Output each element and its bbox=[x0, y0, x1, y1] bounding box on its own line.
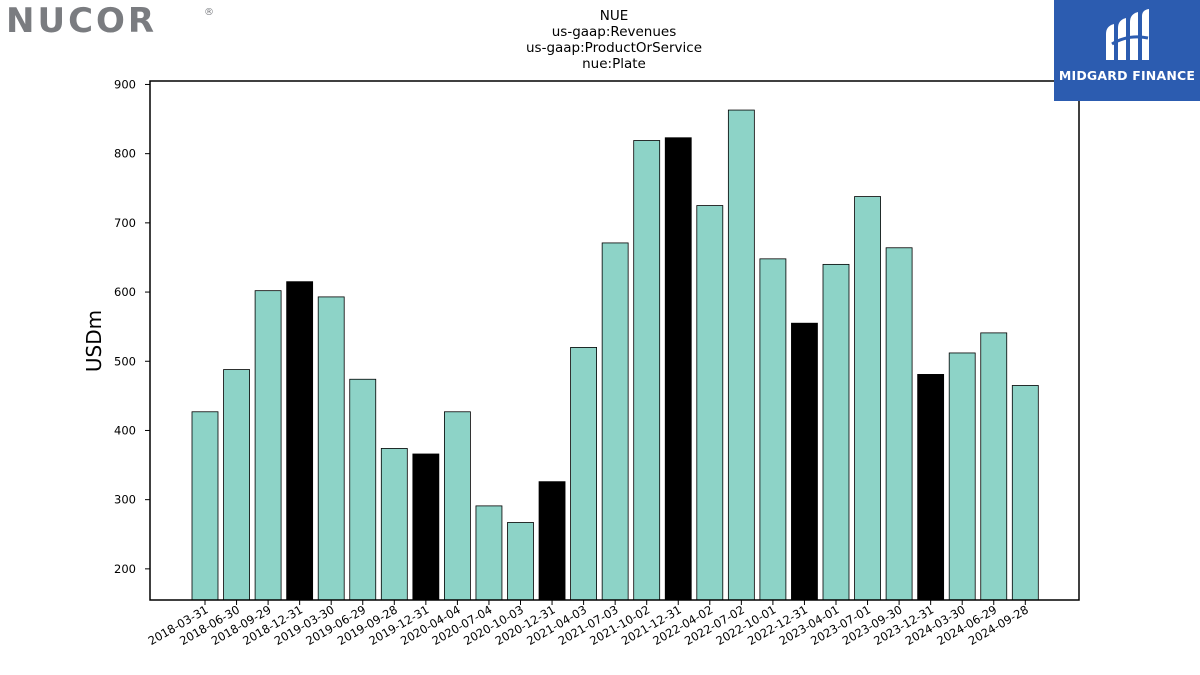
bar bbox=[349, 378, 377, 601]
chart-title-line: us-gaap:ProductOrService bbox=[526, 40, 702, 56]
y-axis: 200 300 400 500 600 700 800 900 bbox=[114, 77, 150, 576]
bar bbox=[633, 140, 661, 601]
y-tick-label: 400 bbox=[114, 423, 136, 437]
bar bbox=[696, 205, 724, 601]
bar bbox=[791, 322, 818, 601]
bar bbox=[948, 352, 976, 601]
bar bbox=[601, 242, 629, 601]
y-tick-label: 800 bbox=[114, 147, 136, 161]
bar bbox=[286, 281, 314, 601]
bar bbox=[759, 258, 787, 601]
bar bbox=[917, 374, 945, 601]
nucor-logo: NUCOR ® bbox=[6, 1, 216, 41]
bar bbox=[822, 263, 850, 601]
chart-title-line: NUE bbox=[600, 8, 629, 24]
y-tick-label: 600 bbox=[114, 285, 136, 299]
plot-frame bbox=[149, 80, 1080, 601]
y-tick-label: 300 bbox=[114, 493, 136, 507]
y-tick-label: 500 bbox=[114, 354, 136, 368]
bar bbox=[885, 247, 913, 601]
nucor-logo-text: NUCOR bbox=[6, 2, 157, 36]
y-tick-label: 900 bbox=[114, 77, 136, 91]
midgard-monogram-icon bbox=[1106, 9, 1149, 60]
bar bbox=[475, 505, 503, 601]
bar bbox=[538, 481, 566, 601]
bar bbox=[223, 369, 250, 601]
bar bbox=[254, 290, 282, 601]
bars bbox=[191, 109, 1039, 601]
midgard-finance-logo: MIDGARD FINANCE bbox=[1054, 0, 1200, 101]
bar bbox=[664, 137, 692, 601]
bar bbox=[980, 332, 1008, 601]
bar bbox=[443, 411, 471, 601]
bar bbox=[570, 347, 597, 601]
chart-title: NUEus-gaap:Revenuesus-gaap:ProductOrServ… bbox=[526, 8, 702, 72]
bar bbox=[507, 522, 534, 601]
bar bbox=[1011, 385, 1039, 601]
y-tick-label: 200 bbox=[114, 562, 136, 576]
chart-title-line: nue:Plate bbox=[582, 56, 646, 72]
y-tick-label: 700 bbox=[114, 216, 136, 230]
bar bbox=[412, 453, 440, 601]
bar bbox=[727, 109, 755, 601]
bar bbox=[191, 411, 219, 601]
x-axis: 2018-03-312018-06-302018-09-292018-12-31… bbox=[146, 600, 1031, 648]
chart-title-line: us-gaap:Revenues bbox=[552, 24, 677, 40]
bar bbox=[380, 448, 408, 601]
y-axis-label: USDm bbox=[82, 310, 106, 372]
bar bbox=[317, 296, 345, 601]
midgard-finance-text: MIDGARD FINANCE bbox=[1058, 68, 1196, 83]
bar bbox=[854, 196, 881, 601]
registered-mark: ® bbox=[204, 7, 214, 18]
